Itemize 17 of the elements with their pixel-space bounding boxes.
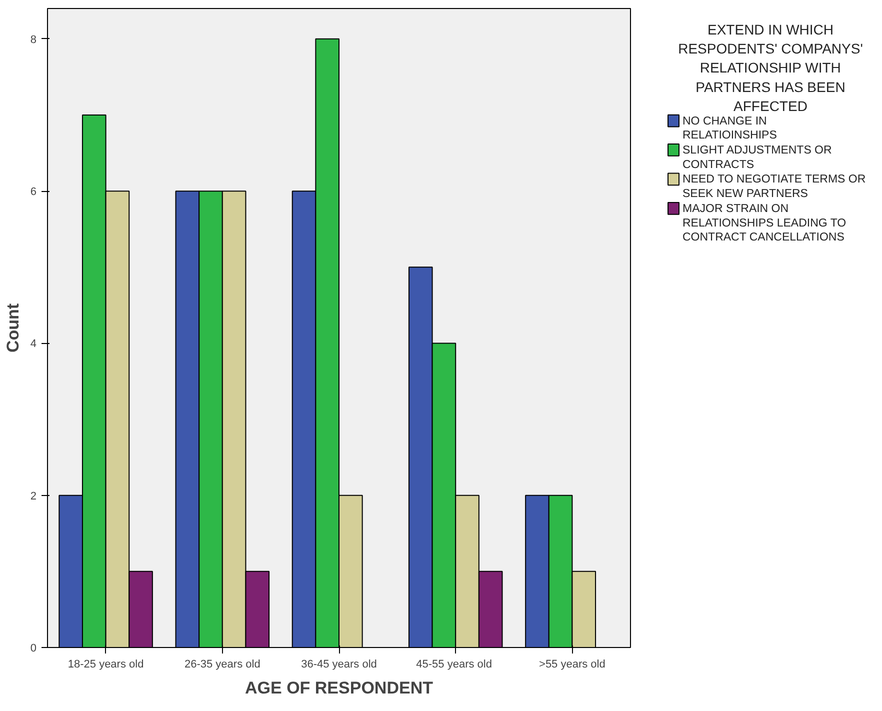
legend-label: NO CHANGE IN RELATIOINSHIPS: [682, 115, 778, 142]
legend-title: EXTEND IN WHICH RESPODENTS' COMPANYS' RELATIONSHIP WITH PARTNERS HAS BEEN AFFECTED: [678, 21, 863, 114]
legend-label: NEED TO NEGOTIATE TERMS OR SEEK NEW PARTNERS: [682, 174, 866, 200]
legend-label: MAJOR STRAIN ON RELATIONSHIPS LEADING TO CONTRACT CANCELLATIONS: [682, 202, 846, 244]
x-tick-label: 45-55 years old: [416, 658, 492, 670]
x-tick-label: >55 years old: [539, 658, 606, 670]
x-tick-label: 18-25 years old: [68, 658, 144, 670]
y-tick-label: 6: [30, 186, 37, 198]
x-axis-title: AGE OF RESPONDENT: [245, 678, 434, 698]
y-axis-title: Count: [3, 303, 22, 353]
y-tick-label: 8: [30, 34, 37, 46]
y-tick-label: 0: [30, 642, 37, 654]
y-tick-label: 4: [30, 338, 37, 350]
legend-label: SLIGHT ADJUSTMENTS OR CONTRACTS: [682, 144, 832, 171]
x-tick-label: 26-35 years old: [184, 658, 260, 670]
y-tick-label: 2: [30, 490, 37, 502]
x-tick-label: 36-45 years old: [301, 658, 377, 670]
